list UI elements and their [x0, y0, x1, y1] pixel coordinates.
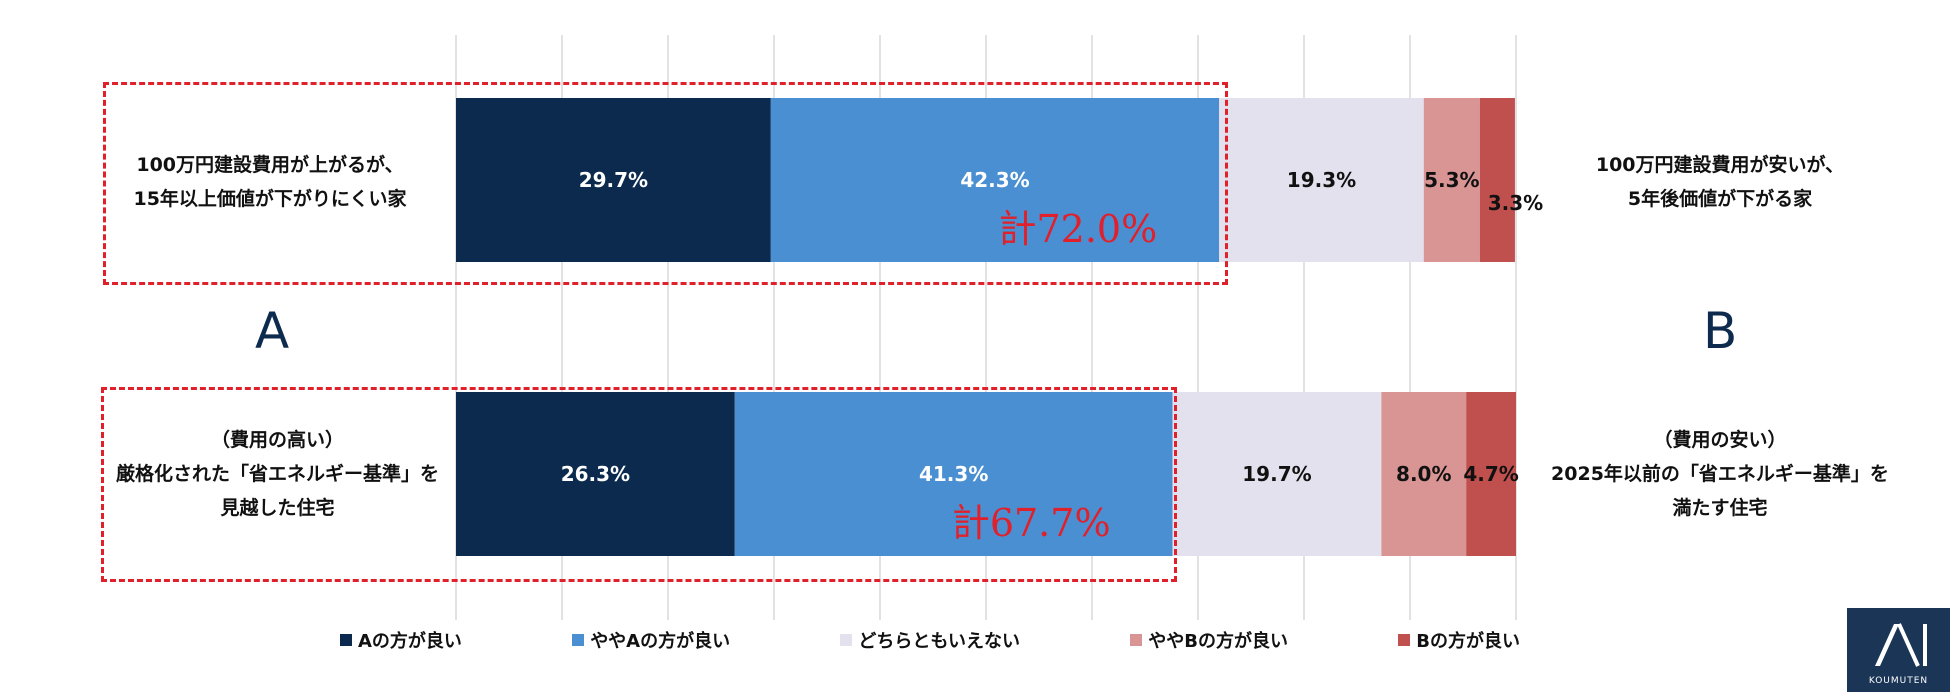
bar-segment	[1479, 98, 1515, 262]
row2-right-label: （費用の安い） 2025年以前の「省エネルギー基準」を 満たす住宅	[1551, 429, 1889, 519]
logo-subtext: KOUMUTEN	[1868, 676, 1929, 686]
bar-segment	[456, 98, 771, 262]
data-label: 19.3%	[1287, 168, 1356, 192]
legend-item: Aの方が良い	[340, 627, 462, 653]
option-b-letter: B	[1703, 302, 1738, 360]
legend: Aの方が良い ややAの方が良い どちらともいえない ややBの方が良い Bの方が良…	[340, 626, 1520, 654]
row1-highlight-box	[103, 82, 1228, 285]
data-label: 3.3%	[1488, 191, 1543, 215]
row2-highlight-box	[101, 387, 1177, 582]
legend-swatch	[572, 634, 585, 646]
bar-segment	[456, 392, 735, 556]
bar-segment	[1172, 392, 1382, 556]
legend-item: Bの方が良い	[1398, 627, 1520, 653]
company-logo: KOUMUTEN	[1847, 608, 1950, 692]
data-label: 19.7%	[1242, 462, 1311, 486]
legend-item: ややAの方が良い	[572, 627, 730, 653]
data-label: 42.3%	[960, 168, 1029, 192]
logo-mark-icon	[1875, 623, 1927, 667]
legend-swatch	[840, 634, 853, 646]
bar-segment	[734, 392, 1173, 556]
bar-segment	[1219, 98, 1424, 262]
bar-segment	[1423, 98, 1480, 262]
row2-left-label: （費用の高い） 厳格化された「省エネルギー基準」を 見越した住宅	[115, 429, 439, 519]
total-label: 計72.0%	[998, 207, 1157, 251]
legend-swatch	[1398, 634, 1411, 646]
bar-segment	[770, 98, 1220, 262]
option-a-letter: A	[255, 302, 290, 360]
legend-swatch	[1130, 634, 1143, 646]
data-label: 8.0%	[1396, 462, 1451, 486]
row1-left-label: 100万円建設費用が上がるが、 15年以上価値が下がりにくい家	[133, 154, 407, 210]
legend-item: ややBの方が良い	[1130, 627, 1288, 653]
legend-swatch	[340, 634, 352, 646]
bar-segment	[1381, 392, 1467, 556]
data-label: 29.7%	[579, 168, 648, 192]
data-label: 5.3%	[1424, 168, 1479, 192]
bar-segment	[1466, 392, 1516, 556]
data-label: 26.3%	[561, 462, 630, 486]
row1-right-label: 100万円建設費用が安いが、 5年後価値が下がる家	[1595, 154, 1845, 210]
data-label: 41.3%	[919, 462, 988, 486]
data-label: 4.7%	[1463, 462, 1518, 486]
total-label: 計67.7%	[952, 501, 1111, 545]
legend-item: どちらともいえない	[840, 627, 1020, 653]
